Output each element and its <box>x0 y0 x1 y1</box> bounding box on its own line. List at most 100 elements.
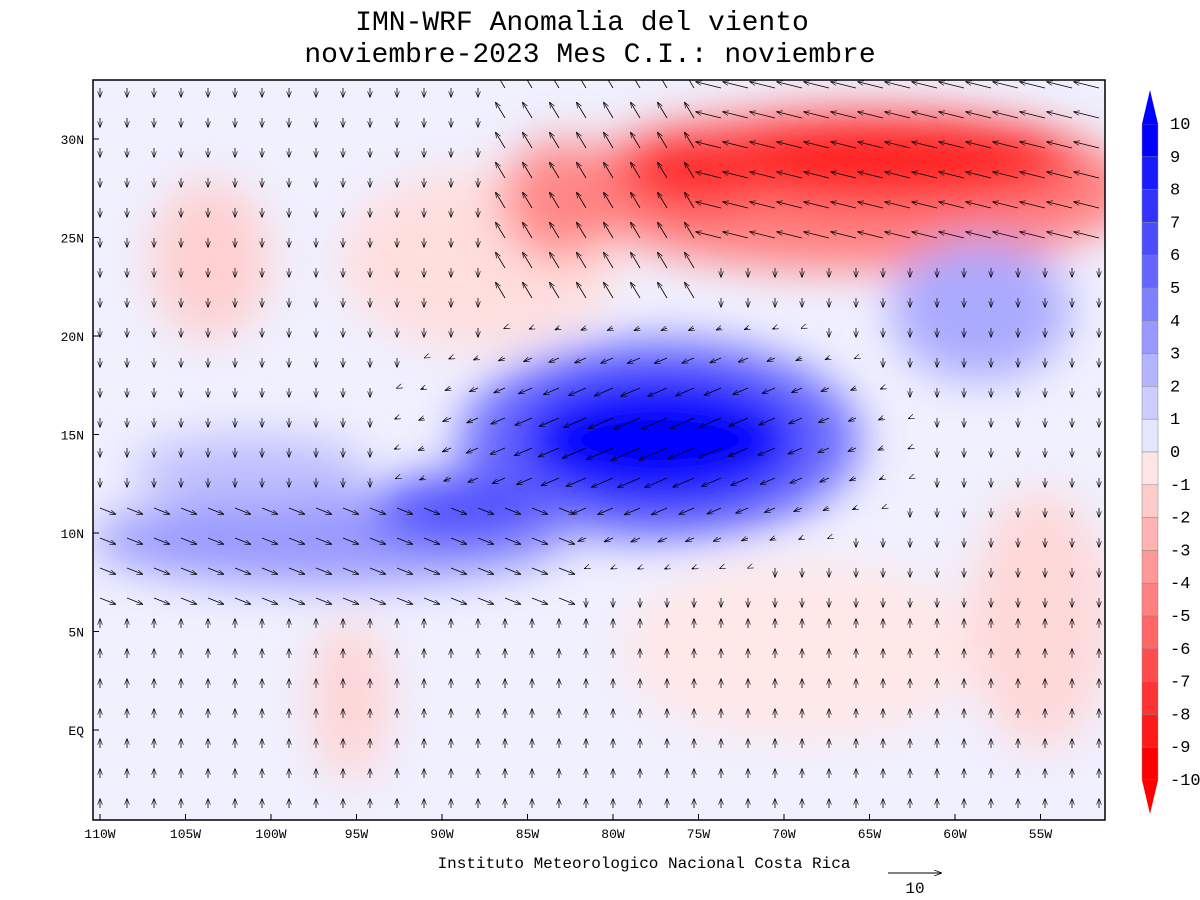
wind-vector <box>992 232 1019 239</box>
wind-vector <box>495 132 506 149</box>
wind-vector <box>574 357 587 364</box>
wind-vector <box>315 567 332 575</box>
x-tick-label: 85W <box>516 827 540 842</box>
wind-vector <box>672 477 695 488</box>
wind-vector <box>549 102 560 119</box>
wind-vector <box>630 132 641 149</box>
wind-vector <box>938 82 965 89</box>
wind-vector <box>423 507 440 515</box>
wind-vector <box>651 507 668 516</box>
wind-vector <box>772 328 775 330</box>
colorbar-label: 4 <box>1170 313 1180 332</box>
wind-vector <box>395 478 397 480</box>
wind-vector <box>830 202 857 209</box>
wind-vector <box>477 537 494 545</box>
wind-vector <box>767 358 776 362</box>
wind-vector <box>850 388 856 391</box>
x-tick-label: 60W <box>943 827 967 842</box>
wind-vector <box>793 508 803 513</box>
wind-vector <box>788 417 803 425</box>
wind-vector <box>879 478 883 481</box>
x-tick-label: 80W <box>601 827 625 842</box>
wind-vector <box>684 192 695 209</box>
y-tick-label: EQ <box>68 724 84 739</box>
wind-vector <box>396 567 413 575</box>
wind-vector <box>504 537 521 545</box>
wind-vector <box>523 358 533 363</box>
wind-vector <box>938 232 965 239</box>
colorbar-label: 1 <box>1170 411 1180 430</box>
colorbar-bin <box>1141 746 1159 781</box>
wind-vector <box>857 232 884 239</box>
wind-vector <box>153 567 170 575</box>
wind-vector <box>798 538 802 540</box>
wind-vector <box>558 537 575 545</box>
wind-vector <box>1046 172 1073 179</box>
wind-vector <box>568 387 587 396</box>
wind-vector <box>541 477 560 487</box>
wind-vector <box>818 417 830 423</box>
wind-vector <box>684 222 695 239</box>
wind-vector <box>522 282 533 299</box>
wind-vector <box>498 358 506 362</box>
wind-vector <box>495 192 506 209</box>
colorbar-label: 5 <box>1170 280 1180 299</box>
wind-vector <box>738 358 749 363</box>
wind-vector <box>99 537 116 545</box>
wind-vector <box>1019 172 1046 179</box>
wind-vector <box>1046 142 1073 149</box>
wind-vector <box>965 172 992 179</box>
wind-vector <box>647 387 668 397</box>
wind-vector <box>342 597 359 605</box>
wind-vector <box>522 102 533 119</box>
wind-vector <box>657 252 668 269</box>
x-tick-label: 90W <box>430 827 454 842</box>
wind-vector <box>749 112 776 119</box>
wind-vector <box>684 132 695 149</box>
wind-vector <box>315 537 332 545</box>
wind-vector <box>607 328 613 331</box>
wind-vector <box>965 142 992 149</box>
wind-vector <box>695 142 722 149</box>
wind-vector <box>549 192 560 209</box>
wind-vector <box>261 567 278 575</box>
colorbar-bin <box>1141 484 1159 518</box>
wind-vector <box>852 508 856 510</box>
wind-vector <box>180 537 197 545</box>
wind-vector <box>504 567 521 575</box>
wind-vector <box>423 567 440 575</box>
wind-vector <box>803 202 830 209</box>
wind-vector <box>830 142 857 149</box>
wind-vector <box>776 142 803 149</box>
wind-vector <box>695 112 722 119</box>
wind-vector <box>658 538 668 543</box>
wind-vector <box>466 447 479 454</box>
wind-vector <box>207 597 224 605</box>
wind-vector <box>99 567 116 575</box>
wind-vector <box>776 172 803 179</box>
wind-vector <box>614 417 641 430</box>
wind-vector <box>473 358 478 361</box>
wind-vector <box>884 232 911 239</box>
wind-vector <box>522 162 533 179</box>
wind-vector <box>529 328 532 330</box>
wind-vector <box>443 478 452 482</box>
x-tick-label: 65W <box>858 827 882 842</box>
wind-vector <box>1073 142 1100 149</box>
wind-vector <box>679 507 695 515</box>
wind-vector <box>713 538 722 542</box>
colorbar-bin <box>1141 681 1159 715</box>
wind-vector <box>965 232 992 239</box>
wind-vector <box>965 202 992 209</box>
wind-vector <box>884 142 911 149</box>
colorbar-bin <box>1141 189 1159 223</box>
wind-vector <box>878 418 883 421</box>
wind-vector <box>695 82 722 89</box>
wind-vector <box>733 387 749 395</box>
wind-vector <box>1019 112 1046 119</box>
wind-vector <box>911 82 938 89</box>
wind-vector <box>701 477 722 487</box>
wind-vector <box>394 448 397 450</box>
colorbar-label: 9 <box>1170 149 1180 168</box>
wind-vector <box>749 202 776 209</box>
